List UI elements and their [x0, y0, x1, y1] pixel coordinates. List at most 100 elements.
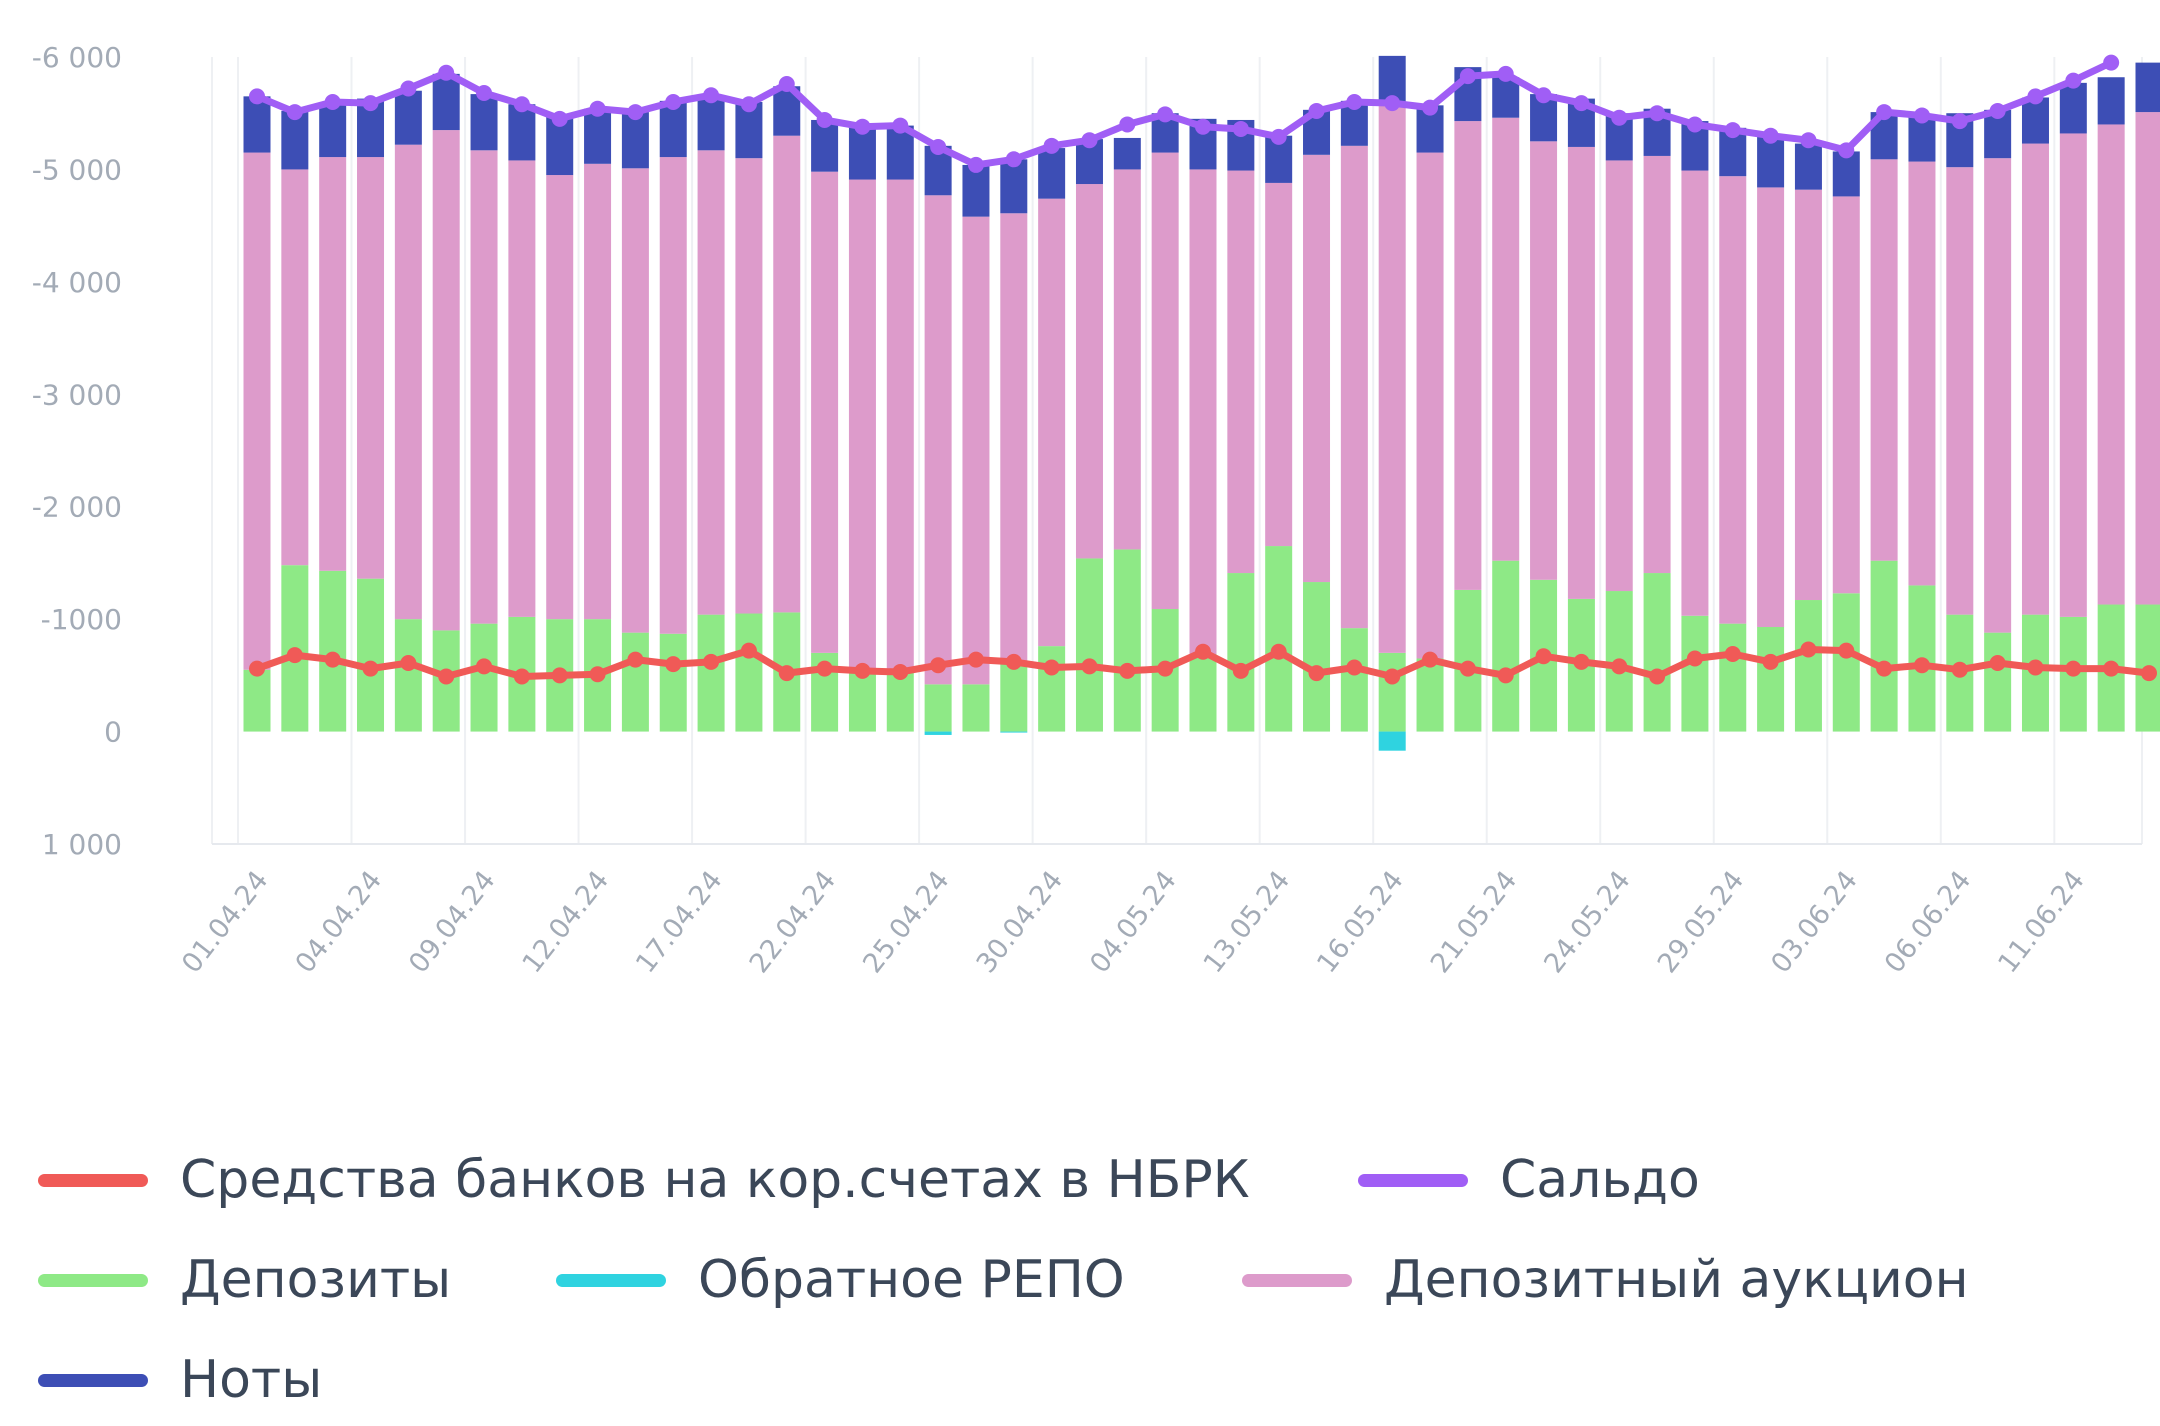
- bar-deposit-auction[interactable]: [735, 158, 763, 614]
- point-bank-funds[interactable]: [1762, 653, 1779, 670]
- bar-notes[interactable]: [1832, 151, 1860, 197]
- bar-deposits[interactable]: [243, 669, 271, 732]
- bar-deposit-auction[interactable]: [1378, 103, 1406, 653]
- point-saldo[interactable]: [1913, 107, 1930, 124]
- bar-deposits[interactable]: [621, 632, 649, 732]
- bar-notes[interactable]: [243, 96, 271, 153]
- bar-deposits[interactable]: [659, 633, 687, 732]
- point-bank-funds[interactable]: [362, 660, 379, 677]
- bar-deposit-auction[interactable]: [924, 195, 952, 685]
- legend-item-saldo[interactable]: Сальдо: [1358, 1150, 1700, 1210]
- bar-deposits[interactable]: [924, 684, 952, 732]
- bar-notes[interactable]: [2059, 82, 2087, 134]
- point-bank-funds[interactable]: [892, 663, 909, 680]
- bar-deposits[interactable]: [1832, 593, 1860, 732]
- bar-notes[interactable]: [470, 94, 498, 151]
- point-bank-funds[interactable]: [1043, 659, 1060, 676]
- bar-deposit-auction[interactable]: [1265, 182, 1293, 547]
- point-saldo[interactable]: [1346, 93, 1363, 110]
- bar-deposits[interactable]: [1416, 658, 1444, 732]
- bar-deposit-auction[interactable]: [886, 179, 914, 671]
- point-saldo[interactable]: [513, 96, 530, 113]
- point-saldo[interactable]: [286, 104, 303, 121]
- bar-deposits[interactable]: [1719, 623, 1747, 732]
- point-saldo[interactable]: [362, 95, 379, 112]
- point-bank-funds[interactable]: [1270, 643, 1287, 660]
- bar-deposit-auction[interactable]: [470, 150, 498, 624]
- point-bank-funds[interactable]: [1422, 651, 1439, 668]
- bar-notes[interactable]: [1113, 137, 1141, 170]
- bar-deposit-auction[interactable]: [281, 169, 309, 566]
- bar-deposits[interactable]: [1340, 628, 1368, 732]
- point-saldo[interactable]: [2103, 54, 2120, 71]
- point-saldo[interactable]: [1005, 151, 1022, 168]
- point-bank-funds[interactable]: [1232, 662, 1249, 679]
- point-bank-funds[interactable]: [2141, 665, 2157, 682]
- bar-deposits[interactable]: [1075, 558, 1103, 732]
- point-saldo[interactable]: [665, 93, 682, 110]
- point-saldo[interactable]: [1951, 113, 1968, 130]
- bar-deposit-auction[interactable]: [962, 216, 990, 685]
- point-saldo[interactable]: [1308, 102, 1325, 119]
- bar-reverse-repo[interactable]: [1378, 731, 1406, 751]
- point-bank-funds[interactable]: [1195, 643, 1211, 660]
- bar-deposits[interactable]: [319, 570, 347, 732]
- legend-item-deposits[interactable]: Депозиты: [38, 1250, 451, 1310]
- point-bank-funds[interactable]: [1800, 641, 1817, 658]
- bar-deposit-auction[interactable]: [1416, 152, 1444, 659]
- bar-deposit-auction[interactable]: [1567, 146, 1595, 599]
- bar-notes[interactable]: [2135, 62, 2160, 113]
- bar-deposits[interactable]: [886, 670, 914, 732]
- bar-notes[interactable]: [394, 90, 422, 145]
- point-saldo[interactable]: [1573, 95, 1590, 112]
- point-bank-funds[interactable]: [1913, 657, 1930, 674]
- point-bank-funds[interactable]: [551, 667, 568, 684]
- bar-deposit-auction[interactable]: [2097, 124, 2125, 605]
- point-saldo[interactable]: [1232, 120, 1249, 137]
- legend-item-bank-funds[interactable]: Средства банков на кор.счетах в НБРК: [38, 1150, 1250, 1210]
- point-saldo[interactable]: [703, 87, 720, 104]
- bar-deposit-auction[interactable]: [546, 175, 574, 620]
- bar-deposits[interactable]: [1643, 573, 1671, 732]
- bar-deposits[interactable]: [1378, 652, 1406, 732]
- point-saldo[interactable]: [1686, 116, 1703, 133]
- bar-notes[interactable]: [697, 96, 725, 151]
- bar-deposit-auction[interactable]: [1794, 189, 1822, 601]
- point-saldo[interactable]: [778, 75, 795, 92]
- point-saldo[interactable]: [438, 64, 455, 81]
- bar-deposits[interactable]: [1794, 600, 1822, 732]
- point-saldo[interactable]: [1649, 105, 1666, 122]
- point-bank-funds[interactable]: [1119, 662, 1136, 679]
- point-bank-funds[interactable]: [324, 651, 341, 668]
- point-saldo[interactable]: [551, 110, 568, 127]
- point-saldo[interactable]: [1838, 142, 1855, 159]
- point-saldo[interactable]: [1762, 127, 1779, 144]
- bar-deposit-auction[interactable]: [1000, 213, 1028, 662]
- point-saldo[interactable]: [324, 93, 341, 110]
- point-bank-funds[interactable]: [2103, 660, 2120, 677]
- bar-deposit-auction[interactable]: [1227, 170, 1255, 574]
- bar-notes[interactable]: [281, 110, 309, 170]
- bar-deposit-auction[interactable]: [1151, 152, 1179, 610]
- bar-deposits[interactable]: [1000, 661, 1028, 732]
- bar-deposit-auction[interactable]: [394, 144, 422, 620]
- point-saldo[interactable]: [2065, 72, 2082, 89]
- bar-notes[interactable]: [621, 112, 649, 169]
- bar-deposits[interactable]: [1492, 560, 1520, 732]
- bar-notes[interactable]: [848, 126, 876, 180]
- point-bank-funds[interactable]: [476, 658, 493, 675]
- point-bank-funds[interactable]: [1951, 661, 1968, 678]
- bar-deposits[interactable]: [697, 614, 725, 732]
- bar-deposits[interactable]: [1265, 546, 1293, 732]
- bar-notes[interactable]: [319, 103, 347, 158]
- point-saldo[interactable]: [627, 104, 644, 121]
- legend-item-notes[interactable]: Ноты: [38, 1350, 322, 1410]
- point-bank-funds[interactable]: [1724, 645, 1741, 662]
- point-saldo[interactable]: [1195, 118, 1211, 135]
- bar-notes[interactable]: [508, 104, 536, 161]
- bar-deposits[interactable]: [1870, 560, 1898, 732]
- point-saldo[interactable]: [1081, 132, 1098, 149]
- bar-notes[interactable]: [432, 73, 460, 131]
- point-bank-funds[interactable]: [1686, 650, 1703, 667]
- point-bank-funds[interactable]: [1649, 668, 1666, 685]
